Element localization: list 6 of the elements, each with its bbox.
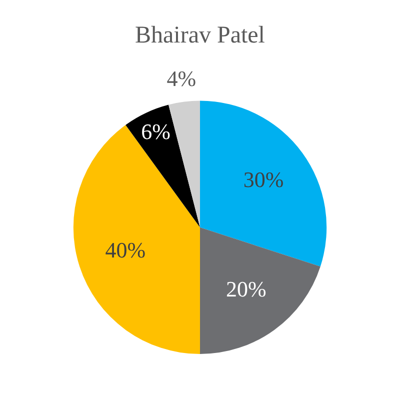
data-label: 30% <box>243 167 284 192</box>
chart-title: Bhairav Patel <box>135 22 266 49</box>
data-label: 40% <box>105 237 146 262</box>
data-label: 4% <box>166 66 196 91</box>
data-label: 20% <box>226 276 266 302</box>
data-label: 6% <box>141 119 170 144</box>
